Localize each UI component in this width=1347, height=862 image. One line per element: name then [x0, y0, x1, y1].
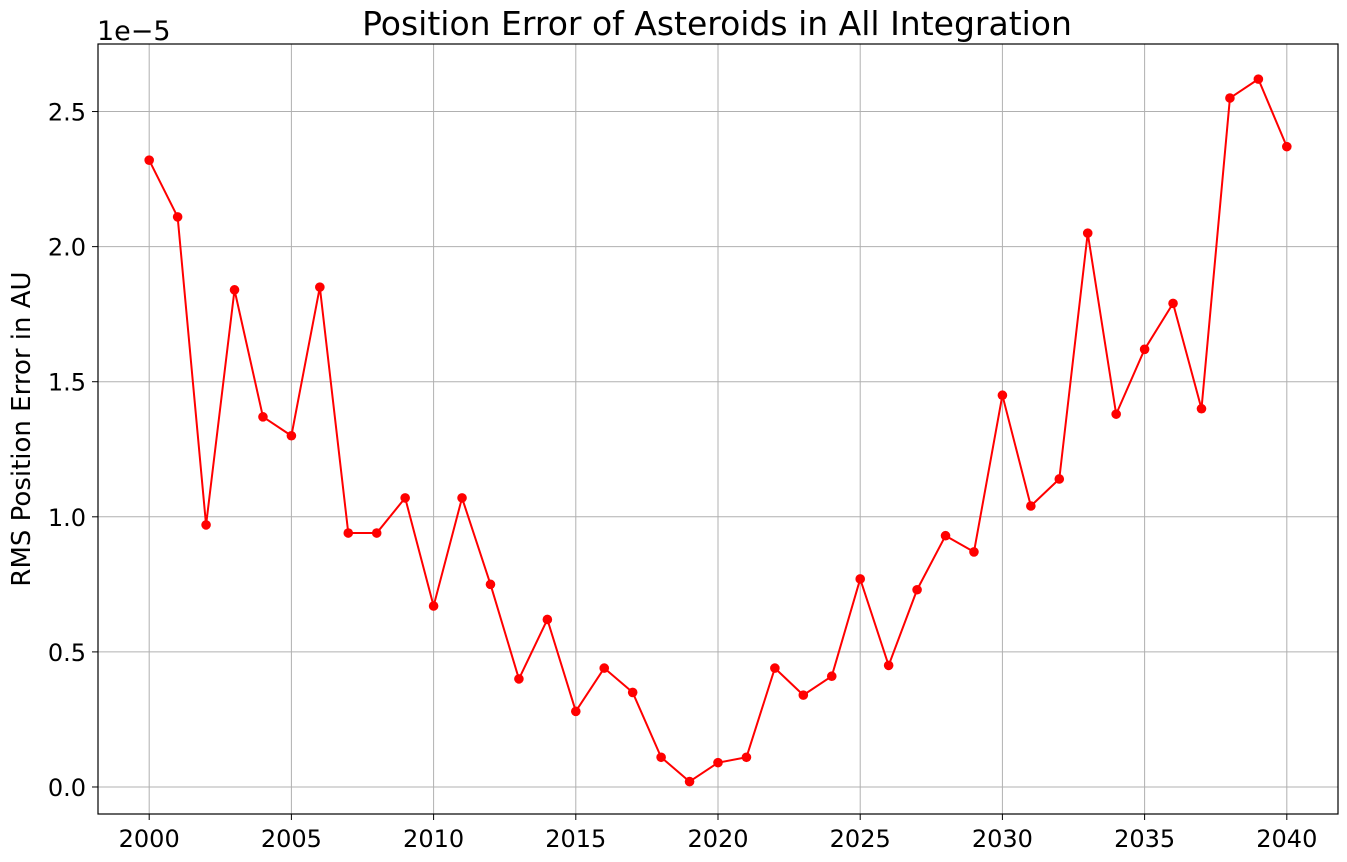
data-point [286, 430, 297, 441]
data-point [570, 706, 581, 717]
y-tick-label: 1.0 [48, 504, 86, 532]
data-point [1282, 141, 1292, 152]
data-point [172, 212, 183, 222]
data-point [514, 674, 524, 684]
data-point [741, 752, 752, 763]
data-point [883, 660, 894, 671]
data-point [400, 493, 410, 503]
x-tick-label: 2015 [545, 825, 606, 853]
y-tick-label: 0.0 [48, 774, 86, 802]
data-point [1111, 409, 1121, 419]
data-point [855, 574, 866, 584]
x-tick-label: 2000 [119, 825, 180, 853]
chart-title: Position Error of Asteroids in All Integ… [362, 4, 1072, 43]
data-point [201, 520, 211, 530]
data-point [656, 752, 666, 763]
data-point [371, 528, 382, 538]
grid-lines [98, 44, 1338, 814]
data-point [229, 285, 240, 295]
data-point [1168, 298, 1178, 309]
y-axis-label: RMS Position Error in AU [7, 271, 37, 586]
x-tick-label: 2020 [687, 825, 748, 853]
y-tick-label: 2.0 [48, 234, 86, 262]
data-point [770, 663, 780, 673]
data-point [428, 601, 439, 611]
data-point [713, 757, 723, 768]
data-point [1082, 228, 1093, 238]
data-point [1196, 403, 1207, 414]
data-point [258, 412, 268, 422]
data-point [684, 776, 695, 787]
y-tick-label: 0.5 [48, 639, 86, 667]
x-tick-label: 2040 [1256, 825, 1317, 853]
data-point [1225, 93, 1235, 103]
data-point [542, 614, 553, 625]
x-tick-label: 2010 [403, 825, 464, 853]
data-point [315, 282, 325, 292]
data-point [826, 671, 837, 682]
data-point [969, 547, 979, 557]
data-point [1139, 344, 1150, 355]
data-point [997, 390, 1008, 401]
x-tick-label: 2030 [972, 825, 1033, 853]
data-point [485, 579, 496, 590]
data-point [912, 584, 922, 595]
data-point [1253, 74, 1264, 84]
x-tick-label: 2005 [261, 825, 322, 853]
y-tick-label: 1.5 [48, 369, 86, 397]
data-point [599, 663, 610, 673]
data-point [1026, 501, 1036, 511]
data-point [343, 528, 354, 538]
y-tick-label: 2.5 [48, 99, 86, 127]
data-point [627, 687, 638, 698]
axis-ticks: 2000 2005 2010 2015 2020 2025 2030 2035 2040 0.0 0… [48, 99, 1318, 853]
data-point [144, 155, 154, 165]
plot-area-frame [97, 43, 1339, 815]
x-tick-label: 2025 [830, 825, 891, 853]
data-point [798, 690, 809, 700]
x-tick-label: 2035 [1114, 825, 1175, 853]
data-point [457, 493, 467, 503]
data-point [1054, 474, 1065, 484]
data-point [940, 530, 951, 541]
y-axis-offset-label: 1e−5 [97, 16, 171, 47]
data-series [144, 74, 1292, 787]
